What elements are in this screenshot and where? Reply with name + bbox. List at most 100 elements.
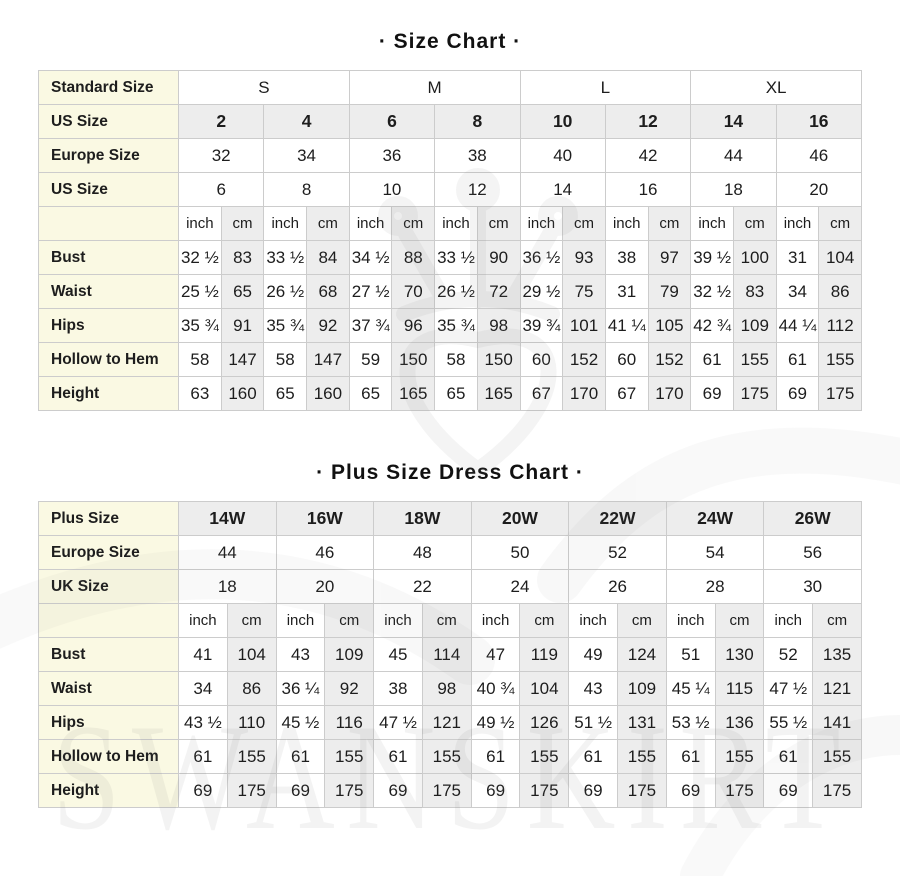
- measure-cell: 100: [732, 240, 777, 275]
- measure-cell: 136: [714, 705, 765, 740]
- unit-label: cm: [617, 603, 667, 638]
- measure-cell: 69: [690, 376, 734, 411]
- unit-row: inch cm inch cm inch cm inch cm inch cm inch cm inch…: [38, 603, 862, 638]
- size-cell: 8: [263, 172, 350, 207]
- plus-size-chart-title: · Plus Size Dress Chart ·: [316, 461, 584, 484]
- measure-cell: 175: [421, 773, 472, 808]
- size-cell: 16W: [275, 501, 375, 536]
- plus-size-table: Plus Size 14W 16W 18W 20W 22W 24W 26W Europe Siz…: [38, 501, 862, 808]
- size-cell: S: [178, 70, 350, 105]
- header-row: Plus Size 14W 16W 18W 20W 22W 24W 26W: [38, 501, 862, 536]
- measure-cell: 51 ½: [568, 705, 619, 740]
- size-cell: XL: [690, 70, 862, 105]
- size-cell: 48: [373, 535, 472, 570]
- measurement-row: Hips 43 ½ 110 45 ½ 116 47 ½ 121 49 ½ 126 51 ½ 131 5…: [38, 705, 862, 740]
- size-cell: 56: [763, 535, 862, 570]
- measure-cell: 175: [617, 773, 667, 808]
- measure-cell: 150: [476, 342, 521, 377]
- unit-label: inch: [519, 206, 564, 241]
- measure-cell: 109: [617, 671, 667, 706]
- measure-cell: 104: [818, 240, 862, 275]
- measure-cell: 61: [275, 739, 326, 774]
- header-row: UK Size 18 20 22 24 26 28 30: [38, 569, 862, 604]
- measure-cell: 92: [306, 308, 350, 343]
- measure-cell: 147: [220, 342, 265, 377]
- size-cell: 10: [348, 172, 436, 207]
- measure-cell: 160: [306, 376, 350, 411]
- measure-cell: 37 ¾: [348, 308, 393, 343]
- measure-cell: 90: [476, 240, 521, 275]
- row-label: Hips: [38, 705, 179, 740]
- measure-cell: 65: [263, 376, 308, 411]
- header-row: US Size 6 8 10 12 14 16 18 20: [38, 172, 863, 207]
- measure-cell: 59: [348, 342, 393, 377]
- unit-label: cm: [421, 603, 472, 638]
- measure-cell: 155: [617, 739, 667, 774]
- measure-cell: 175: [324, 773, 375, 808]
- measure-cell: 61: [178, 739, 228, 774]
- measure-cell: 96: [391, 308, 436, 343]
- measure-cell: 170: [562, 376, 606, 411]
- size-cell: 38: [434, 138, 521, 173]
- measure-cell: 175: [714, 773, 765, 808]
- unit-label: cm: [226, 603, 277, 638]
- measure-cell: 86: [818, 274, 862, 309]
- size-cell: 18: [690, 172, 777, 207]
- unit-label: cm: [306, 206, 350, 241]
- measure-cell: 45 ¼: [665, 671, 716, 706]
- unit-label: inch: [434, 206, 478, 241]
- measure-cell: 126: [519, 705, 570, 740]
- size-cell: 14: [519, 172, 606, 207]
- measure-cell: 47: [470, 637, 521, 672]
- measure-cell: 150: [391, 342, 436, 377]
- size-cell: 44: [690, 138, 777, 173]
- measure-cell: 52: [763, 637, 814, 672]
- measure-cell: 101: [562, 308, 606, 343]
- row-label: US Size: [38, 172, 179, 207]
- measure-cell: 61: [568, 739, 619, 774]
- row-label: [38, 206, 179, 241]
- size-chart-title: · Size Chart ·: [378, 30, 522, 53]
- measure-cell: 33 ½: [434, 240, 478, 275]
- measure-cell: 152: [647, 342, 692, 377]
- size-cell: 24: [470, 569, 570, 604]
- measure-cell: 98: [421, 671, 472, 706]
- measure-cell: 69: [373, 773, 423, 808]
- unit-label: cm: [732, 206, 777, 241]
- size-cell: 40: [519, 138, 606, 173]
- measure-cell: 31: [604, 274, 649, 309]
- unit-label: inch: [470, 603, 521, 638]
- measure-cell: 155: [226, 739, 277, 774]
- measure-cell: 67: [604, 376, 649, 411]
- size-cell: 52: [568, 535, 667, 570]
- measure-cell: 155: [818, 342, 862, 377]
- size-cell: 6: [348, 104, 436, 139]
- measure-cell: 39 ½: [690, 240, 734, 275]
- row-label: Waist: [38, 274, 179, 309]
- measure-cell: 34 ½: [348, 240, 393, 275]
- measure-cell: 131: [617, 705, 667, 740]
- measure-cell: 79: [647, 274, 692, 309]
- measure-cell: 44 ¼: [775, 308, 820, 343]
- row-label: UK Size: [38, 569, 179, 604]
- size-cell: 26: [568, 569, 667, 604]
- measure-cell: 26 ½: [434, 274, 478, 309]
- measure-cell: 92: [324, 671, 375, 706]
- measure-cell: 45 ½: [275, 705, 326, 740]
- measure-cell: 155: [714, 739, 765, 774]
- measure-cell: 35 ¾: [263, 308, 308, 343]
- measure-cell: 39 ¾: [519, 308, 564, 343]
- measurement-row: Hollow to Hem 58 147 58 147 59 150 58 150 60 152 60…: [38, 342, 862, 377]
- measure-cell: 33 ½: [263, 240, 308, 275]
- row-label: Plus Size: [38, 501, 179, 536]
- measure-cell: 69: [775, 376, 820, 411]
- unit-row: inch cm inch cm inch cm inch cm inch cm inch cm inch…: [38, 206, 862, 241]
- row-label: Hips: [38, 308, 179, 343]
- measure-cell: 155: [732, 342, 777, 377]
- size-cell: 36: [348, 138, 436, 173]
- measure-cell: 104: [226, 637, 277, 672]
- measure-cell: 69: [178, 773, 228, 808]
- measure-cell: 155: [519, 739, 570, 774]
